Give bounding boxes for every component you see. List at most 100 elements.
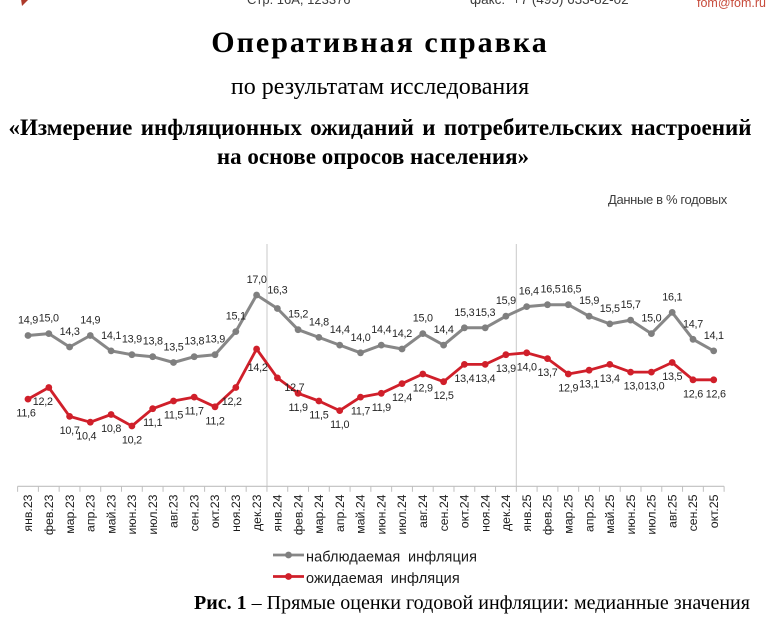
svg-text:12,9: 12,9 <box>558 383 578 395</box>
svg-text:сен.25: сен.25 <box>686 494 700 531</box>
svg-text:11,5: 11,5 <box>309 410 328 422</box>
svg-text:15,7: 15,7 <box>621 299 641 311</box>
svg-text:14,4: 14,4 <box>434 324 454 336</box>
svg-text:13,8: 13,8 <box>143 336 163 348</box>
svg-text:14,7: 14,7 <box>683 318 703 330</box>
svg-text:14,8: 14,8 <box>309 316 329 328</box>
svg-text:11,7: 11,7 <box>185 406 204 418</box>
svg-text:дек.24: дек.24 <box>499 494 513 531</box>
svg-text:май.23: май.23 <box>104 494 118 533</box>
svg-text:июл.24: июл.24 <box>395 494 409 534</box>
svg-text:май.24: май.24 <box>354 494 368 533</box>
svg-text:14,4: 14,4 <box>330 324 350 336</box>
svg-text:14,1: 14,1 <box>101 330 121 342</box>
svg-text:янв.23: янв.23 <box>21 494 35 531</box>
svg-text:сен.24: сен.24 <box>437 494 451 531</box>
svg-text:окт.23: окт.23 <box>208 494 222 528</box>
svg-text:11,6: 11,6 <box>16 408 35 420</box>
svg-text:июн.25: июн.25 <box>624 494 638 534</box>
svg-text:15,0: 15,0 <box>39 313 59 325</box>
svg-text:июл.25: июл.25 <box>645 494 659 534</box>
svg-text:14,1: 14,1 <box>704 330 724 342</box>
svg-text:мар.23: мар.23 <box>63 494 77 533</box>
svg-text:апр.24: апр.24 <box>333 494 347 532</box>
svg-text:14,4: 14,4 <box>371 324 391 336</box>
svg-text:дек.23: дек.23 <box>250 494 264 531</box>
svg-text:май.25: май.25 <box>603 494 617 533</box>
svg-text:11,5: 11,5 <box>164 410 183 422</box>
svg-text:13,4: 13,4 <box>454 373 474 385</box>
svg-text:янв.25: янв.25 <box>520 494 534 531</box>
svg-text:июн.23: июн.23 <box>125 494 139 534</box>
svg-text:14,2: 14,2 <box>392 328 412 340</box>
svg-text:11,9: 11,9 <box>288 402 307 414</box>
svg-text:12,5: 12,5 <box>434 390 454 402</box>
svg-text:ноя.24: ноя.24 <box>478 494 492 532</box>
svg-text:15,5: 15,5 <box>600 303 620 315</box>
svg-text:11,2: 11,2 <box>205 415 224 427</box>
svg-text:16,4: 16,4 <box>519 286 539 298</box>
svg-text:15,2: 15,2 <box>288 309 308 321</box>
svg-text:16,5: 16,5 <box>540 284 560 296</box>
svg-text:13,7: 13,7 <box>537 367 557 379</box>
svg-text:13,0: 13,0 <box>644 381 664 393</box>
svg-text:10,7: 10,7 <box>60 425 80 437</box>
svg-text:апр.23: апр.23 <box>84 494 98 532</box>
svg-text:авг.23: авг.23 <box>167 494 181 528</box>
svg-text:13,8: 13,8 <box>184 336 204 348</box>
svg-text:15,0: 15,0 <box>641 313 661 325</box>
svg-text:15,3: 15,3 <box>454 307 474 319</box>
svg-text:14,0: 14,0 <box>350 332 370 344</box>
svg-text:13,9: 13,9 <box>122 334 142 346</box>
svg-text:15,0: 15,0 <box>413 313 433 325</box>
svg-text:11,1: 11,1 <box>143 417 162 429</box>
svg-text:12,4: 12,4 <box>392 392 412 404</box>
svg-text:сен.23: сен.23 <box>187 494 201 531</box>
svg-text:июл.23: июл.23 <box>146 494 160 534</box>
svg-text:фев.23: фев.23 <box>42 494 56 535</box>
svg-text:16,5: 16,5 <box>561 284 581 296</box>
svg-text:12,2: 12,2 <box>222 396 242 408</box>
svg-text:15,9: 15,9 <box>496 295 516 307</box>
svg-text:15,1: 15,1 <box>226 311 246 323</box>
svg-text:12,2: 12,2 <box>33 396 53 408</box>
svg-text:ноя.23: ноя.23 <box>229 494 243 532</box>
svg-text:12,6: 12,6 <box>683 388 703 400</box>
svg-text:апр.25: апр.25 <box>582 494 596 532</box>
svg-text:янв.24: янв.24 <box>271 494 285 531</box>
svg-text:12,7: 12,7 <box>284 382 304 394</box>
svg-text:13,5: 13,5 <box>662 371 682 383</box>
svg-text:14,2: 14,2 <box>248 362 268 374</box>
svg-text:16,3: 16,3 <box>267 285 287 297</box>
svg-text:фев.24: фев.24 <box>291 494 305 535</box>
svg-text:12,9: 12,9 <box>413 383 433 395</box>
svg-text:13,4: 13,4 <box>600 373 620 385</box>
svg-text:июн.24: июн.24 <box>375 494 389 534</box>
svg-text:13,1: 13,1 <box>579 379 599 391</box>
svg-text:10,8: 10,8 <box>101 423 121 435</box>
svg-text:авг.25: авг.25 <box>665 494 679 528</box>
svg-text:12,6: 12,6 <box>706 388 726 400</box>
svg-text:наблюдаемая инфляция: наблюдаемая инфляция <box>306 550 477 566</box>
svg-text:14,3: 14,3 <box>60 326 80 338</box>
svg-text:авг.24: авг.24 <box>416 494 430 528</box>
svg-text:15,9: 15,9 <box>579 295 599 307</box>
svg-text:ожидаемая инфляция: ожидаемая инфляция <box>306 571 460 587</box>
svg-text:14,9: 14,9 <box>18 315 38 327</box>
svg-text:10,4: 10,4 <box>76 431 96 443</box>
svg-text:16,1: 16,1 <box>662 291 682 303</box>
svg-text:10,2: 10,2 <box>122 435 142 447</box>
svg-text:11,0: 11,0 <box>330 419 349 431</box>
svg-text:13,9: 13,9 <box>205 334 225 346</box>
svg-text:фев.25: фев.25 <box>541 494 555 535</box>
svg-text:13,4: 13,4 <box>475 373 495 385</box>
svg-text:15,3: 15,3 <box>475 307 495 319</box>
svg-text:13,9: 13,9 <box>496 363 516 375</box>
svg-text:мар.24: мар.24 <box>312 494 326 533</box>
svg-text:мар.25: мар.25 <box>562 494 576 533</box>
svg-text:13,5: 13,5 <box>163 342 183 354</box>
svg-text:окт.24: окт.24 <box>458 494 472 528</box>
svg-text:окт.25: окт.25 <box>707 494 721 528</box>
svg-text:14,9: 14,9 <box>80 315 100 327</box>
svg-text:11,9: 11,9 <box>372 402 391 414</box>
